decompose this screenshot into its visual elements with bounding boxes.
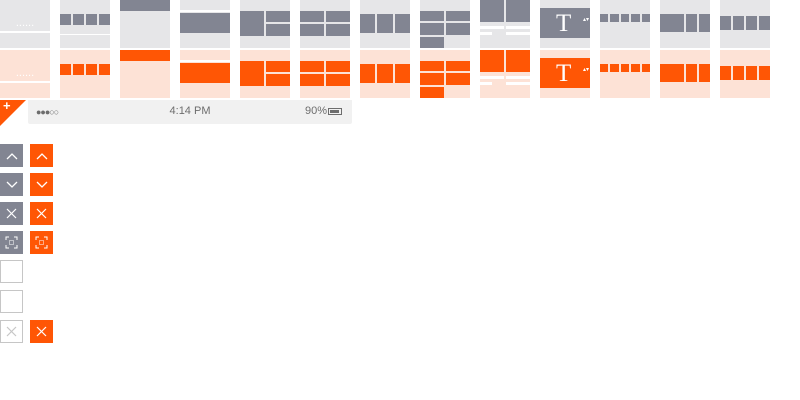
template-tile-four-tall[interactable] [720,0,770,98]
move-up-button-active[interactable] [30,144,53,167]
tile-normal [240,0,290,48]
tile-normal [360,0,410,48]
tile-selected [60,50,110,98]
tile-normal [660,0,710,48]
remove-button-active[interactable] [30,202,53,225]
template-tile-three-columns[interactable] [360,0,410,98]
empty-checkbox[interactable] [0,260,23,283]
move-down-button[interactable] [0,173,23,196]
battery-indicator: 90% [305,105,342,117]
tile-selected [420,50,470,98]
template-tile-wide-block[interactable] [180,0,230,98]
chevron-down-icon [36,181,47,188]
status-time: 4:14 PM [169,105,211,117]
fullscreen-icon [35,236,48,249]
tile-normal [60,0,110,48]
close-icon [36,208,47,219]
template-tile-quad[interactable] [300,0,350,98]
tile-selected: T ▴▾ [540,50,590,98]
template-tile-four-small[interactable] [60,0,110,98]
resize-arrows-icon: ▴▾ [583,17,590,23]
tile-selected: ...... [0,50,50,98]
template-tile-banner[interactable] [120,0,170,98]
chevron-up-icon [6,152,17,159]
template-tile-text[interactable]: T ▴▾ T ▴▾ [540,0,590,98]
close-icon [6,326,17,337]
move-down-button-active[interactable] [30,173,53,196]
tile-selected [300,50,350,98]
tile-selected [720,50,770,98]
remove-button-active[interactable] [30,320,53,343]
tile-normal: T ▴▾ [540,0,590,48]
template-tile-two-columns-text[interactable] [480,0,530,98]
empty-checkbox[interactable] [0,290,23,313]
add-corner-button[interactable] [0,100,26,126]
tile-normal [180,0,230,48]
tile-normal [480,0,530,48]
template-tile-title[interactable]: ...... ...... [0,0,50,98]
chevron-up-icon [36,152,47,159]
tile-normal [300,0,350,48]
tile-normal: ...... [0,0,50,48]
text-template-icon-selected: T [556,60,572,87]
battery-percent: 90% [304,105,327,117]
tile-selected [120,50,170,98]
remove-outline-button[interactable] [0,320,23,343]
fullscreen-icon [5,236,18,249]
tile-selected [480,50,530,98]
tile-selected [180,50,230,98]
template-tile-three-tall[interactable] [660,0,710,98]
tile-dots-label-selected: ...... [15,67,35,79]
tile-selected [240,50,290,98]
tile-selected [660,50,710,98]
fullscreen-button-active[interactable] [30,231,53,254]
tile-normal [420,0,470,48]
tile-normal [720,0,770,48]
tile-dots-label: ...... [15,17,35,29]
chevron-down-icon [6,181,17,188]
template-tile-five-small[interactable] [600,0,650,98]
tile-normal [600,0,650,48]
fullscreen-button[interactable] [0,231,23,254]
remove-button[interactable] [0,202,23,225]
template-tile-split-left[interactable] [240,0,290,98]
tile-selected [360,50,410,98]
move-up-button[interactable] [0,144,23,167]
tile-normal [120,0,170,48]
add-plus-icon: + [3,98,11,113]
text-template-icon: T [556,10,572,37]
close-icon [6,208,17,219]
signal-indicator: ●●●○○ [36,107,59,117]
close-icon [36,326,47,337]
status-bar: ●●●○○ 4:14 PM 90% [28,100,352,124]
resize-arrows-icon-selected: ▴▾ [583,67,590,73]
tile-selected [600,50,650,98]
battery-icon [328,107,342,115]
template-tile-grid[interactable] [420,0,470,98]
